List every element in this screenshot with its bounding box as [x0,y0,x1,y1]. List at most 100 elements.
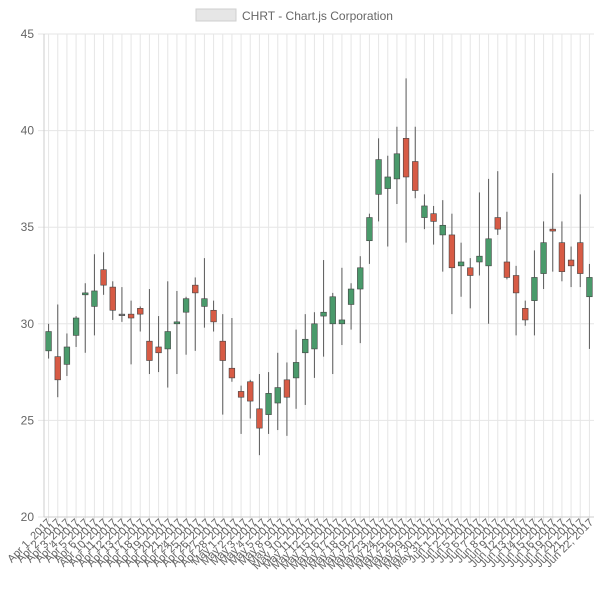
candle[interactable] [485,178,492,324]
candle[interactable] [164,281,171,388]
candle[interactable] [228,318,236,382]
candle[interactable] [82,283,89,353]
candle-body[interactable] [63,346,71,365]
candle[interactable] [201,258,208,328]
candle[interactable] [45,323,52,359]
candle-body[interactable] [82,292,89,296]
candle[interactable] [237,385,245,434]
candle[interactable] [558,221,566,282]
candle[interactable] [476,192,483,276]
candle-body[interactable] [357,267,364,290]
candle[interactable] [531,250,538,336]
candle[interactable] [549,173,556,272]
candle[interactable] [512,265,520,336]
candle[interactable] [173,290,181,375]
candle-body[interactable] [412,161,419,191]
candle-body[interactable] [522,308,529,321]
candle-body[interactable] [201,298,208,307]
candle-body[interactable] [302,338,309,354]
candle-body[interactable] [256,408,263,429]
candle[interactable] [127,300,135,365]
candle[interactable] [292,329,300,409]
candle[interactable] [256,374,263,456]
candle-body[interactable] [237,391,245,398]
candle-body[interactable] [109,286,116,311]
candle[interactable] [137,306,144,332]
candle-body[interactable] [146,340,153,361]
candle-body[interactable] [329,296,336,325]
candle-body[interactable] [219,340,226,361]
candle-body[interactable] [402,138,410,178]
candle[interactable] [72,316,80,347]
candle-body[interactable] [210,309,217,323]
candle-body[interactable] [192,284,199,294]
candle-body[interactable] [127,313,135,319]
candle[interactable] [540,221,547,290]
candle[interactable] [494,171,501,235]
candle-body[interactable] [347,288,355,305]
candle-body[interactable] [247,381,254,402]
candle-body[interactable] [467,267,474,276]
candle[interactable] [457,242,465,297]
legend-label[interactable]: CHRT - Chart.js Corporation [242,9,393,23]
candle-body[interactable] [45,331,52,352]
candle[interactable] [109,281,116,320]
candle-body[interactable] [540,242,547,274]
candle-body[interactable] [274,387,281,404]
candle-body[interactable] [476,255,483,263]
candle[interactable] [375,138,382,222]
candle-body[interactable] [393,153,401,180]
candle-body[interactable] [549,228,556,232]
candle-body[interactable] [503,261,511,278]
candle-body[interactable] [531,277,538,301]
candle[interactable] [522,300,529,326]
candle-body[interactable] [100,269,107,286]
candle[interactable] [265,372,272,434]
candle-body[interactable] [155,346,162,354]
candle-body[interactable] [586,277,593,298]
candle-body[interactable] [375,159,382,195]
candle-body[interactable] [54,356,61,381]
candle-body[interactable] [512,275,520,294]
candle-body[interactable] [311,323,318,350]
candle-body[interactable] [485,238,492,267]
candle-body[interactable] [320,311,327,317]
candle[interactable] [146,289,153,375]
candle[interactable] [247,379,254,419]
legend-swatch[interactable] [195,8,237,22]
candle-body[interactable] [430,213,437,222]
candle[interactable] [320,260,327,357]
candle-body[interactable] [137,308,144,315]
candle-body[interactable] [448,234,456,269]
candle[interactable] [366,213,373,264]
candle-body[interactable] [421,205,428,218]
candle-body[interactable] [91,290,98,307]
candle[interactable] [439,200,446,272]
candle-body[interactable] [118,313,126,316]
candle-body[interactable] [182,298,190,313]
candle[interactable] [577,194,584,288]
candle-body[interactable] [338,319,346,325]
candle-body[interactable] [164,331,171,350]
candle[interactable] [192,277,199,351]
legend[interactable]: CHRT - Chart.js Corporation [195,8,393,23]
candle[interactable] [182,296,190,355]
candle[interactable] [311,312,318,378]
candle-body[interactable] [366,217,373,242]
candle[interactable] [384,155,391,247]
candle[interactable] [467,258,474,309]
candle[interactable] [155,316,162,373]
candle-body[interactable] [283,379,291,398]
candle[interactable] [586,263,593,349]
candle[interactable] [430,205,437,245]
candle[interactable] [503,211,511,280]
candle[interactable] [347,283,355,330]
candle[interactable] [54,304,61,398]
candle-body[interactable] [72,317,80,336]
candle[interactable] [567,246,575,288]
candle-body[interactable] [292,362,300,379]
candle[interactable] [63,333,71,376]
candle[interactable] [100,252,107,295]
candle-body[interactable] [173,321,181,325]
candle-body[interactable] [558,242,566,272]
